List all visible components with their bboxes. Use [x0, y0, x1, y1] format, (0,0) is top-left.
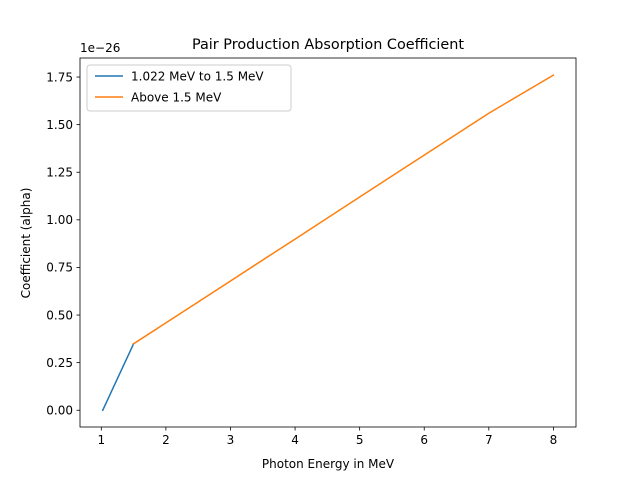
y-tick-label: 1.25	[46, 166, 73, 180]
x-tick-label: 3	[227, 433, 235, 447]
y-tick-label: 1.75	[46, 70, 73, 84]
x-tick-label: 8	[550, 433, 558, 447]
x-tick-label: 5	[356, 433, 364, 447]
legend-box	[86, 64, 292, 112]
x-axis-ticks: 1 2 3 4 5 6 7 8	[97, 427, 557, 447]
y-tick-label: 0.50	[46, 308, 73, 322]
y-axis-label: Coefficient (alpha)	[19, 188, 33, 299]
legend-label-2: Above 1.5 MeV	[131, 90, 222, 104]
y-tick-label: 1.50	[46, 118, 73, 132]
y-axis-ticks: 0.00 0.25 0.50 0.75 1.00 1.25 1.50 1.75	[46, 70, 80, 418]
series-line-1	[101, 342, 135, 412]
x-tick-label: 7	[485, 433, 493, 447]
series-line-2	[132, 74, 555, 345]
x-tick-label: 6	[420, 433, 428, 447]
plot-frame	[79, 57, 577, 428]
legend: 1.022 MeV to 1.5 MeV Above 1.5 MeV	[86, 64, 292, 112]
y-offset-text: 1e−26	[80, 41, 120, 55]
x-tick-label: 1	[97, 433, 105, 447]
plot-area	[79, 57, 577, 428]
y-tick-label: 1.00	[46, 213, 73, 227]
x-tick-label: 4	[291, 433, 299, 447]
x-axis-label: Photon Energy in MeV	[262, 457, 395, 471]
y-tick-label: 0.00	[46, 404, 73, 418]
series-layer	[101, 74, 555, 412]
x-tick-label: 2	[162, 433, 170, 447]
y-tick-label: 0.25	[46, 356, 73, 370]
legend-label-1: 1.022 MeV to 1.5 MeV	[131, 69, 264, 83]
y-tick-label: 0.75	[46, 261, 73, 275]
chart-title: Pair Production Absorption Coefficient	[192, 37, 464, 53]
